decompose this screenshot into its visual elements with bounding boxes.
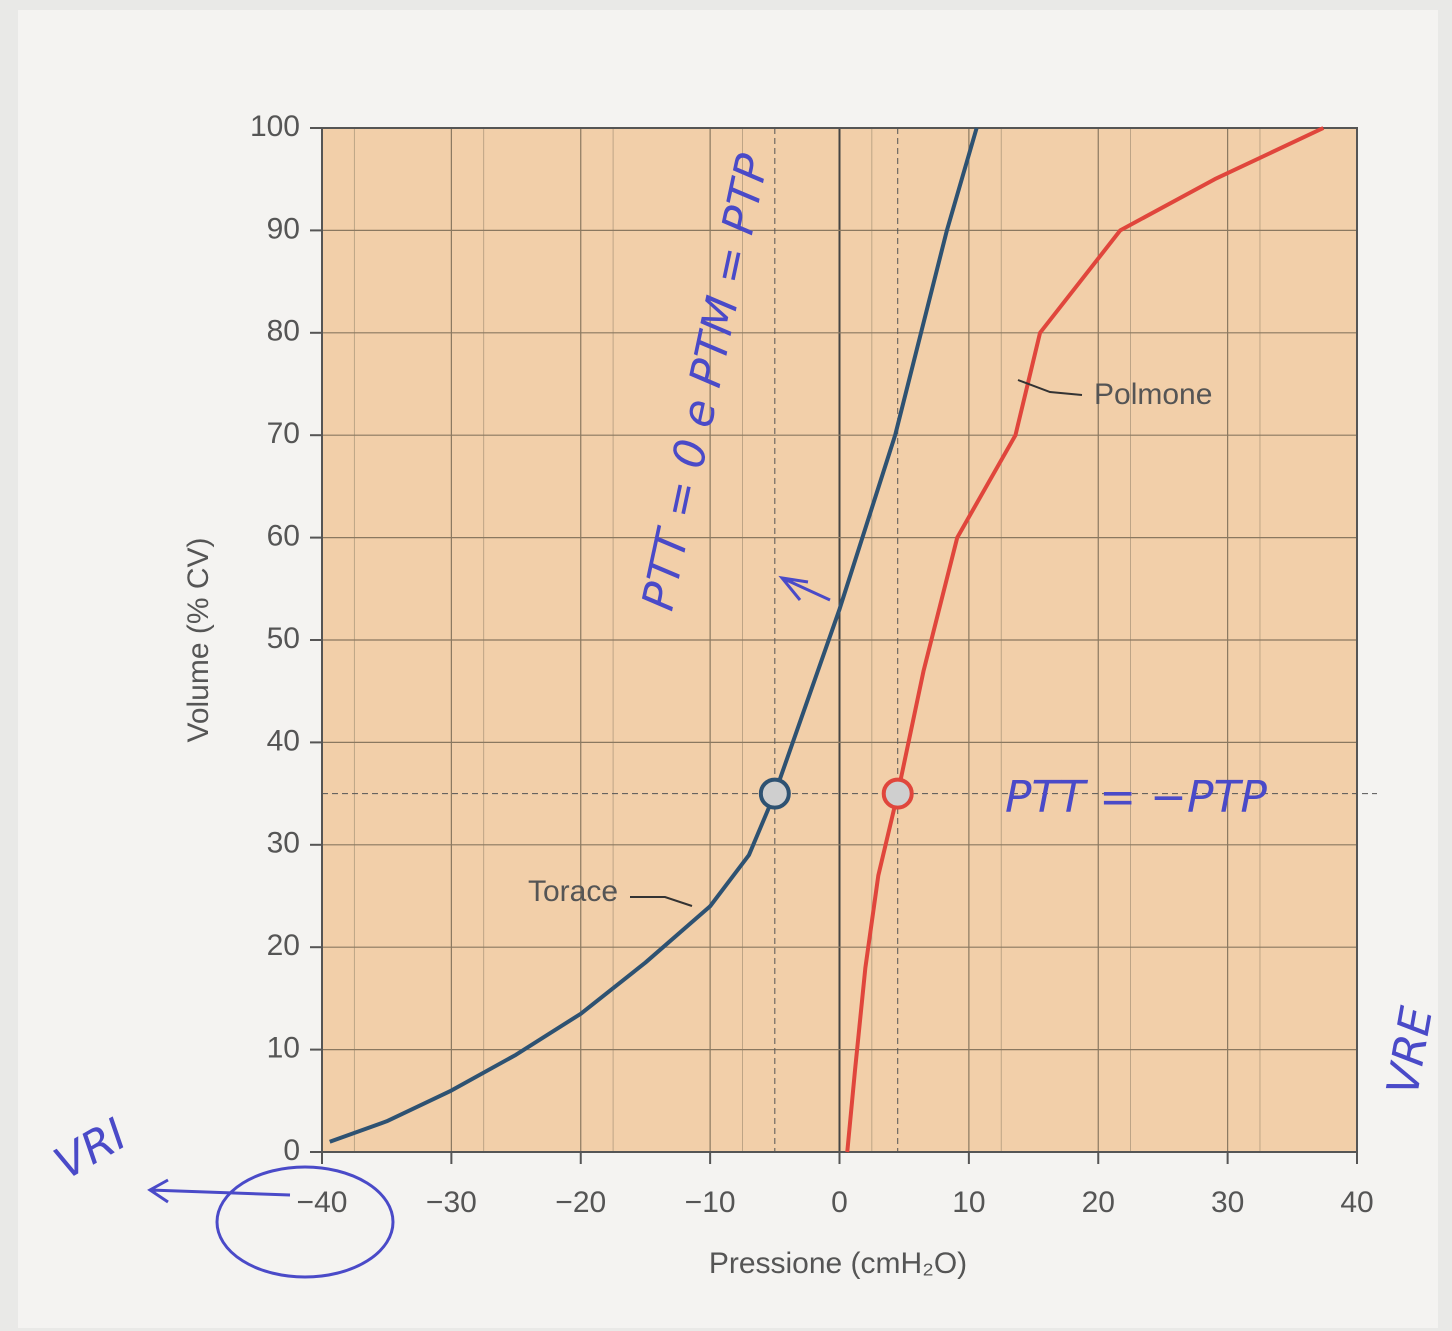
y-tick-label: 100 [250, 110, 300, 143]
y-tick-label: 50 [267, 622, 300, 655]
x-tick-label: 0 [831, 1186, 848, 1219]
y-tick-label: 80 [267, 315, 300, 348]
x-tick-label: 20 [1082, 1186, 1115, 1219]
y-tick-label: 90 [267, 212, 300, 245]
x-tick-label: 10 [952, 1186, 985, 1219]
y-tick-label: 0 [283, 1134, 300, 1167]
x-tick-label: 40 [1340, 1186, 1373, 1219]
x-tick-label: −10 [685, 1186, 736, 1219]
x-tick-label: −30 [426, 1186, 477, 1219]
x-tick-label: −20 [555, 1186, 606, 1219]
y-axis-title: Volume (% CV) [182, 537, 215, 742]
chart: Pressione (cmH₂O) Volume (% CV) −40 −30 −2… [0, 0, 1452, 1331]
y-tick-label: 20 [267, 929, 300, 962]
series-label: Torace [528, 875, 618, 908]
y-tick-label: 30 [267, 827, 300, 860]
handwritten-note: PTT = −PTP [1005, 772, 1267, 823]
x-tick-label: 30 [1211, 1186, 1244, 1219]
series-label: Polmone [1094, 378, 1212, 411]
y-tick-label: 40 [267, 724, 300, 757]
y-tick-label: 10 [267, 1032, 300, 1065]
x-tick-label: −40 [297, 1186, 348, 1219]
y-tick-label: 60 [267, 520, 300, 553]
y-tick-label: 70 [267, 417, 300, 450]
equilibrium-point [884, 780, 912, 808]
x-axis-title: Pressione (cmH₂O) [709, 1247, 967, 1280]
equilibrium-point [761, 780, 789, 808]
